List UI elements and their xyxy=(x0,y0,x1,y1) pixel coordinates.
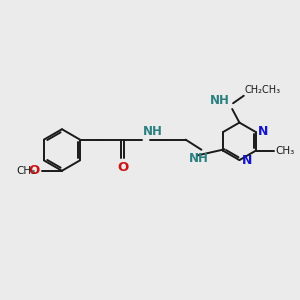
Text: O: O xyxy=(117,161,128,174)
Text: N: N xyxy=(242,154,252,166)
Text: CH₃: CH₃ xyxy=(16,166,35,176)
Text: NH: NH xyxy=(189,152,208,165)
Text: NH: NH xyxy=(143,125,163,138)
Text: O: O xyxy=(28,164,39,177)
Text: CH₃: CH₃ xyxy=(276,146,295,156)
Text: CH₂CH₃: CH₂CH₃ xyxy=(245,85,281,94)
Text: NH: NH xyxy=(209,94,229,107)
Text: N: N xyxy=(258,125,268,139)
